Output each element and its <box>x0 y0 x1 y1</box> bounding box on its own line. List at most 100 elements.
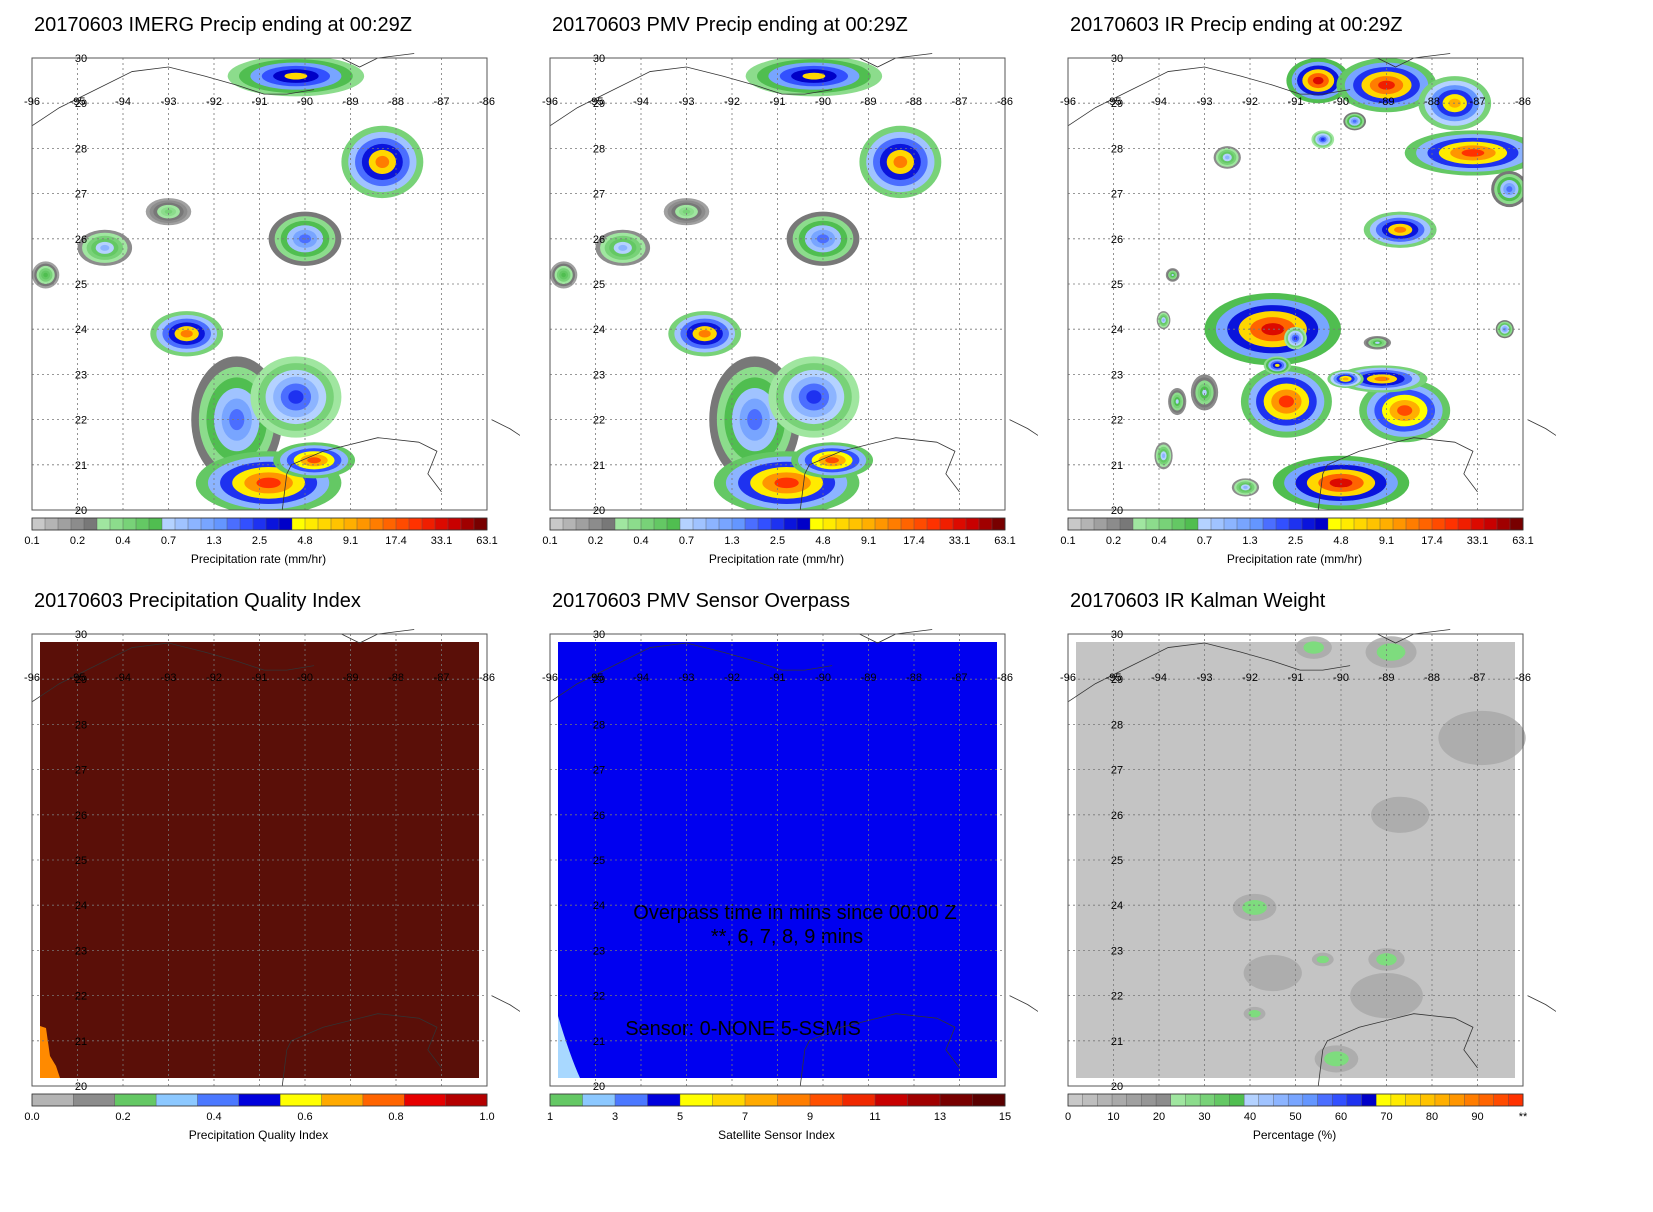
colorbar-swatch <box>382 517 397 531</box>
colorbar-swatch <box>692 517 707 531</box>
lon-label: -89 <box>861 672 877 684</box>
colorbar-swatch <box>614 517 629 531</box>
colorbar-tick-label: 3 <box>612 1111 618 1123</box>
coast-line <box>1377 53 1451 68</box>
colorbar-swatch <box>907 1093 941 1107</box>
colorbar-swatch <box>939 517 954 531</box>
kalman-contour <box>1316 955 1329 964</box>
colorbar-swatch <box>822 517 837 531</box>
colorbar-swatch <box>44 517 59 531</box>
lat-label: 29 <box>1111 98 1123 110</box>
kalman-map: -96 -95 -94 -93 -92 -91 -90 -89 -88 -87 -86 30 29 28 2… <box>1060 629 1556 1123</box>
colorbar-tick-label: 0.0 <box>24 1111 39 1123</box>
precip-contour <box>1352 119 1357 123</box>
lat-label: 30 <box>1111 53 1123 65</box>
lat-label: 20 <box>1111 1081 1123 1093</box>
colorbar-swatch <box>842 1093 876 1107</box>
panel-pqi: 20170603 Precipitation Quality Index -96… <box>0 576 520 1176</box>
colorbar-tick-label: 0.4 <box>633 535 648 547</box>
colorbar-swatch <box>796 517 811 531</box>
lon-label: -91 <box>1288 96 1304 108</box>
colorbar-tick-label: 40 <box>1244 1111 1256 1123</box>
colorbar-swatch <box>1346 1093 1363 1107</box>
precip-contour <box>1506 186 1513 193</box>
colorbar-tick-label: 0.7 <box>679 535 694 547</box>
colorbar-title: Satellite Sensor Index <box>718 1128 835 1142</box>
lat-label: 22 <box>75 415 87 427</box>
colorbar-swatch <box>1331 1093 1348 1107</box>
colorbar-swatch <box>900 517 915 531</box>
colorbar-swatch <box>343 517 358 531</box>
lat-label: 23 <box>1111 945 1123 957</box>
lon-label: -86 <box>479 672 495 684</box>
lon-label: -87 <box>434 96 450 108</box>
precip-contour <box>1278 395 1294 408</box>
lon-label: -87 <box>952 96 968 108</box>
lat-label: 28 <box>593 143 605 155</box>
lon-label: -94 <box>633 96 649 108</box>
panel-title: 20170603 IR Kalman Weight <box>1070 590 1326 612</box>
colorbar-swatch <box>1119 517 1134 531</box>
coast-line <box>491 995 520 1012</box>
lon-label: -90 <box>815 96 831 108</box>
lat-label: 25 <box>75 279 87 291</box>
colorbar-title: Precipitation rate (mm/hr) <box>1226 552 1363 566</box>
colorbar-swatch <box>1418 517 1433 531</box>
lon-label: -88 <box>1424 96 1440 108</box>
lon-label: -92 <box>206 96 222 108</box>
lat-label: 23 <box>593 945 605 957</box>
lat-label: 23 <box>75 369 87 381</box>
sensor-map: Overpass time in mins since 00:00 Z**, 6… <box>542 629 1038 1123</box>
colorbar-swatch <box>653 517 668 531</box>
colorbar-tick-label: 0.7 <box>161 535 176 547</box>
colorbar-tick-label: 1 <box>547 1111 553 1123</box>
colorbar-swatch <box>362 1093 405 1107</box>
lon-label: -92 <box>724 672 740 684</box>
colorbar-swatch <box>647 1093 681 1107</box>
colorbar-swatch <box>96 517 111 531</box>
colorbar-swatch <box>1210 517 1225 531</box>
map-frame <box>31 57 488 511</box>
precip-contour <box>284 72 308 80</box>
lon-label: -95 <box>1106 96 1122 108</box>
lon-label: -89 <box>343 96 359 108</box>
lon-label: -94 <box>633 672 649 684</box>
colorbar-swatch <box>1376 1093 1392 1107</box>
colorbar-swatch <box>939 1093 973 1107</box>
colorbar-tick-label: 0.8 <box>388 1111 403 1123</box>
lat-label: 20 <box>75 1081 87 1093</box>
colorbar-swatch <box>1392 517 1407 531</box>
precip-map: -96 -95 -94 -93 -92 -91 -90 -89 -88 -87 -86 30 29 28 2… <box>542 53 1038 547</box>
colorbar-swatch <box>1457 517 1472 531</box>
colorbar: 0 10 20 30 40 50 60 70 80 90 ** <box>1065 1093 1528 1123</box>
colorbar-swatch <box>1236 517 1251 531</box>
colorbar-swatch <box>809 1093 843 1107</box>
colorbar-swatch <box>408 517 423 531</box>
colorbar-swatch <box>1080 517 1095 531</box>
colorbar-swatch <box>473 517 488 531</box>
lat-label: 24 <box>593 324 605 336</box>
map-frame <box>1067 57 1524 511</box>
kalman-contour <box>1438 710 1526 766</box>
colorbar-swatch <box>238 1093 281 1107</box>
map-frame <box>1067 633 1524 1087</box>
lon-label: -87 <box>434 672 450 684</box>
lat-label: 29 <box>75 98 87 110</box>
lon-label: -87 <box>1470 96 1486 108</box>
lat-label: 25 <box>1111 855 1123 867</box>
colorbar-swatch <box>1444 517 1459 531</box>
precip-contour <box>825 457 839 464</box>
colorbar-swatch <box>965 517 980 531</box>
coast-line <box>341 629 415 644</box>
colorbar-swatch <box>279 1093 323 1107</box>
kalman-contour <box>1242 900 1267 915</box>
colorbar-tick-label: 9.1 <box>861 535 876 547</box>
precip-contour <box>1329 478 1353 488</box>
colorbar-swatch <box>1155 1093 1172 1107</box>
panel-title: 20170603 PMV Sensor Overpass <box>552 590 850 612</box>
colorbar-tick-label: 10 <box>1107 1111 1119 1123</box>
lat-label: 21 <box>1111 460 1123 472</box>
panel-title: 20170603 IMERG Precip ending at 00:29Z <box>34 14 413 36</box>
lat-label: 26 <box>593 234 605 246</box>
colorbar-swatch <box>679 1093 713 1107</box>
